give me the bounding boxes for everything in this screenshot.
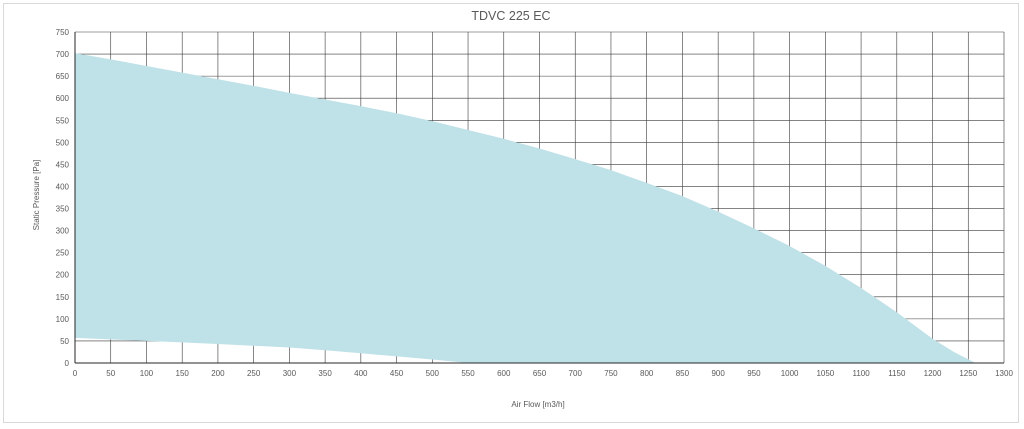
- x-tick-label-0: 0: [73, 369, 78, 378]
- x-tick-label-1100: 1100: [852, 369, 870, 378]
- axes: [74, 32, 1004, 364]
- x-tick-label-800: 800: [640, 369, 654, 378]
- y-axis-label: Static Pressure [Pa]: [32, 160, 41, 231]
- y-tick-label-100: 100: [56, 315, 70, 324]
- y-tick-label-700: 700: [56, 50, 70, 59]
- x-tick-label-700: 700: [569, 369, 583, 378]
- y-tick-label-500: 500: [56, 138, 70, 147]
- x-tick-label-200: 200: [211, 369, 225, 378]
- x-tick-label-1250: 1250: [959, 369, 977, 378]
- x-tick-label-600: 600: [497, 369, 511, 378]
- x-tick-label-100: 100: [140, 369, 154, 378]
- x-tick-label-1300: 1300: [995, 369, 1013, 378]
- y-tick-label-350: 350: [56, 205, 70, 214]
- y-tick-label-250: 250: [56, 249, 70, 258]
- x-tick-label-400: 400: [354, 369, 368, 378]
- x-tick-label-750: 750: [604, 369, 618, 378]
- x-tick-label-500: 500: [426, 369, 440, 378]
- y-tick-label-550: 550: [56, 116, 70, 125]
- x-tick-label-650: 650: [533, 369, 547, 378]
- x-tick-label-150: 150: [176, 369, 190, 378]
- y-tick-label-600: 600: [56, 94, 70, 103]
- y-tick-label-650: 650: [56, 72, 70, 81]
- chart-title: TDVC 225 EC: [471, 9, 550, 23]
- y-tick-label-750: 750: [56, 28, 70, 37]
- x-tick-label-1150: 1150: [888, 369, 906, 378]
- x-tick-label-350: 350: [318, 369, 332, 378]
- x-tick-label-450: 450: [390, 369, 404, 378]
- y-tick-label-450: 450: [56, 160, 70, 169]
- y-tick-label-0: 0: [65, 359, 70, 368]
- x-tick-labels: 0 50 100 150 200 250 300 350 400 450 500 550 600 650 7…: [73, 369, 1014, 378]
- x-tick-label-300: 300: [283, 369, 297, 378]
- y-tick-label-200: 200: [56, 271, 70, 280]
- x-tick-label-900: 900: [711, 369, 725, 378]
- y-tick-labels: 0 50 100 150 200 250 300 350 400 450 500 550 600 650 7…: [56, 28, 70, 368]
- x-tick-label-850: 850: [676, 369, 690, 378]
- y-tick-label-400: 400: [56, 182, 70, 191]
- x-tick-label-1000: 1000: [781, 369, 799, 378]
- y-tick-label-50: 50: [60, 337, 69, 346]
- y-tick-label-150: 150: [56, 293, 70, 302]
- x-tick-label-1200: 1200: [924, 369, 942, 378]
- x-axis-label: Air Flow [m3/h]: [511, 400, 564, 409]
- x-tick-label-950: 950: [747, 369, 761, 378]
- x-tick-label-50: 50: [106, 369, 115, 378]
- x-tick-label-550: 550: [461, 369, 475, 378]
- x-tick-label-1050: 1050: [816, 369, 834, 378]
- y-tick-label-300: 300: [56, 227, 70, 236]
- operating-range-area: [75, 53, 976, 364]
- x-tick-label-250: 250: [247, 369, 261, 378]
